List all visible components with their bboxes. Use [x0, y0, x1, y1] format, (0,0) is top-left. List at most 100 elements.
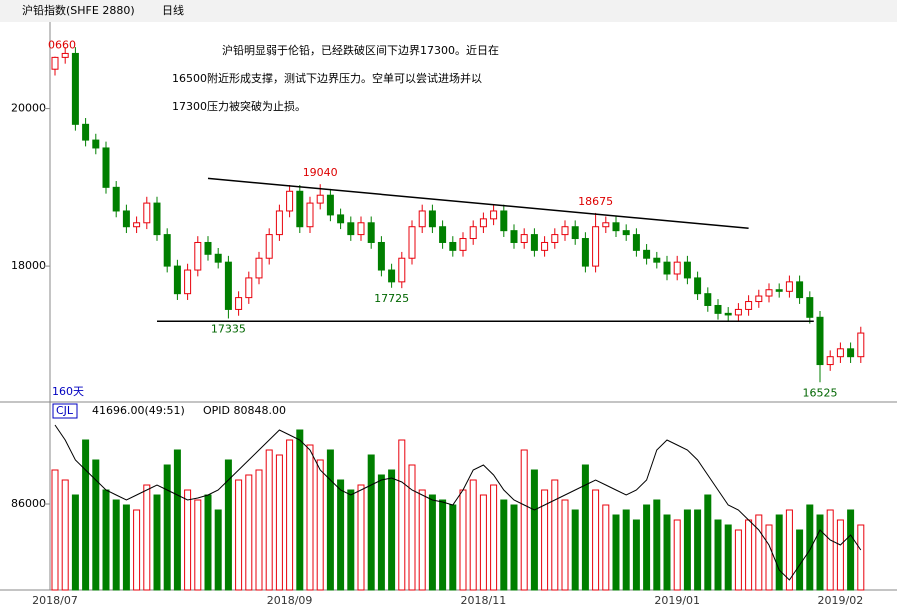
volume-bar: [71, 494, 79, 591]
candle-body: [561, 226, 569, 236]
candle-body: [357, 222, 365, 236]
volume-bar: [796, 529, 804, 591]
candle-body: [520, 234, 528, 243]
volume-bar: [163, 464, 171, 591]
extreme-label: 16525: [803, 386, 838, 399]
candle-body: [194, 241, 202, 271]
y-tick-label: 20000: [11, 102, 46, 115]
extreme-label: 19040: [303, 166, 338, 179]
candle-body: [296, 190, 304, 228]
volume-bar: [643, 504, 651, 591]
candle-body: [275, 210, 283, 236]
volume-bar: [847, 509, 855, 591]
period-label: 160天: [52, 385, 84, 398]
candle-body: [122, 210, 130, 228]
volume-bar: [184, 489, 192, 591]
candle-body: [163, 234, 171, 267]
volume-bar: [357, 484, 365, 591]
candle-body: [683, 261, 691, 279]
extreme-label: 17725: [374, 292, 409, 305]
candle-body: [622, 230, 630, 236]
volume-bar: [561, 499, 569, 591]
candle-body: [541, 241, 549, 251]
candle-body: [398, 257, 406, 283]
candle-body: [326, 194, 334, 216]
annotation: 17300压力被突破为止损。: [172, 99, 306, 113]
volume-bar: [296, 429, 304, 591]
opi-line: [54, 424, 862, 581]
candle-body: [469, 226, 477, 240]
candle-body: [418, 210, 426, 228]
candle-body: [612, 222, 620, 232]
opi-value: OPID 80848.00: [203, 404, 286, 417]
volume-bar: [673, 519, 681, 591]
candle-body: [388, 269, 396, 283]
volume-bar: [377, 474, 385, 591]
candle-body: [235, 297, 243, 310]
candle-body: [204, 241, 212, 255]
volume-bar: [143, 484, 151, 591]
candle-body: [479, 218, 487, 228]
candle-body: [408, 226, 416, 259]
candle-body: [785, 281, 793, 292]
candle-body: [439, 226, 447, 243]
volume-bar: [571, 509, 579, 591]
volume-bar: [704, 494, 712, 591]
candle-body: [459, 238, 467, 251]
candle-body: [449, 241, 457, 251]
extreme-label: 18675: [578, 195, 613, 208]
volume-bar: [622, 509, 630, 591]
volume-bar: [694, 509, 702, 591]
candle-body: [663, 261, 671, 275]
volume-bar: [541, 489, 549, 591]
candle-body: [836, 348, 844, 358]
volume-bar: [408, 464, 416, 591]
candle-body: [92, 139, 100, 149]
volume-bar: [61, 479, 69, 591]
volume-bar: [337, 479, 345, 591]
candle-body: [286, 190, 294, 212]
volume-bar: [92, 459, 100, 591]
x-tick-label: 2019/02: [818, 594, 864, 607]
candle-body: [632, 234, 640, 251]
candle-body: [745, 301, 753, 310]
candle-body: [826, 356, 834, 366]
candle-body: [765, 289, 773, 297]
toolbar: [0, 0, 897, 22]
volume-bar: [724, 524, 732, 591]
volume-bar: [592, 489, 600, 591]
volume-bar: [714, 519, 722, 591]
volume-bar: [530, 469, 538, 591]
candle-body: [255, 257, 263, 279]
volume-bar: [153, 494, 161, 591]
candle-body: [673, 261, 681, 275]
volume-bar: [439, 499, 447, 591]
volume-bar: [745, 519, 753, 591]
volume-bar: [133, 509, 141, 591]
candle-body: [530, 234, 538, 251]
volume-bar: [836, 519, 844, 591]
candle-body: [102, 147, 110, 188]
x-tick-label: 2018/09: [267, 594, 313, 607]
period-select[interactable]: 日线: [162, 3, 184, 17]
volume-bar: [602, 504, 610, 591]
candle-body: [847, 348, 855, 358]
vol-tick-label: 86000: [11, 497, 46, 510]
volume-bar: [82, 439, 90, 591]
x-tick-label: 2019/01: [654, 594, 700, 607]
candle-body: [724, 312, 732, 316]
candle-body: [602, 222, 610, 228]
volume-bar: [653, 499, 661, 591]
candle-body: [143, 202, 151, 224]
volume-bar: [275, 454, 283, 591]
instrument-name[interactable]: 沪铅指数(SHFE 2880): [22, 3, 135, 17]
extreme-label: 0660: [48, 39, 76, 52]
volume-bar: [173, 449, 181, 591]
volume-bar: [398, 439, 406, 591]
volume-bar: [785, 509, 793, 591]
volume-bar: [500, 499, 508, 591]
volume-bar: [255, 469, 263, 591]
candle-body: [367, 222, 375, 243]
volume-bar: [112, 499, 120, 591]
